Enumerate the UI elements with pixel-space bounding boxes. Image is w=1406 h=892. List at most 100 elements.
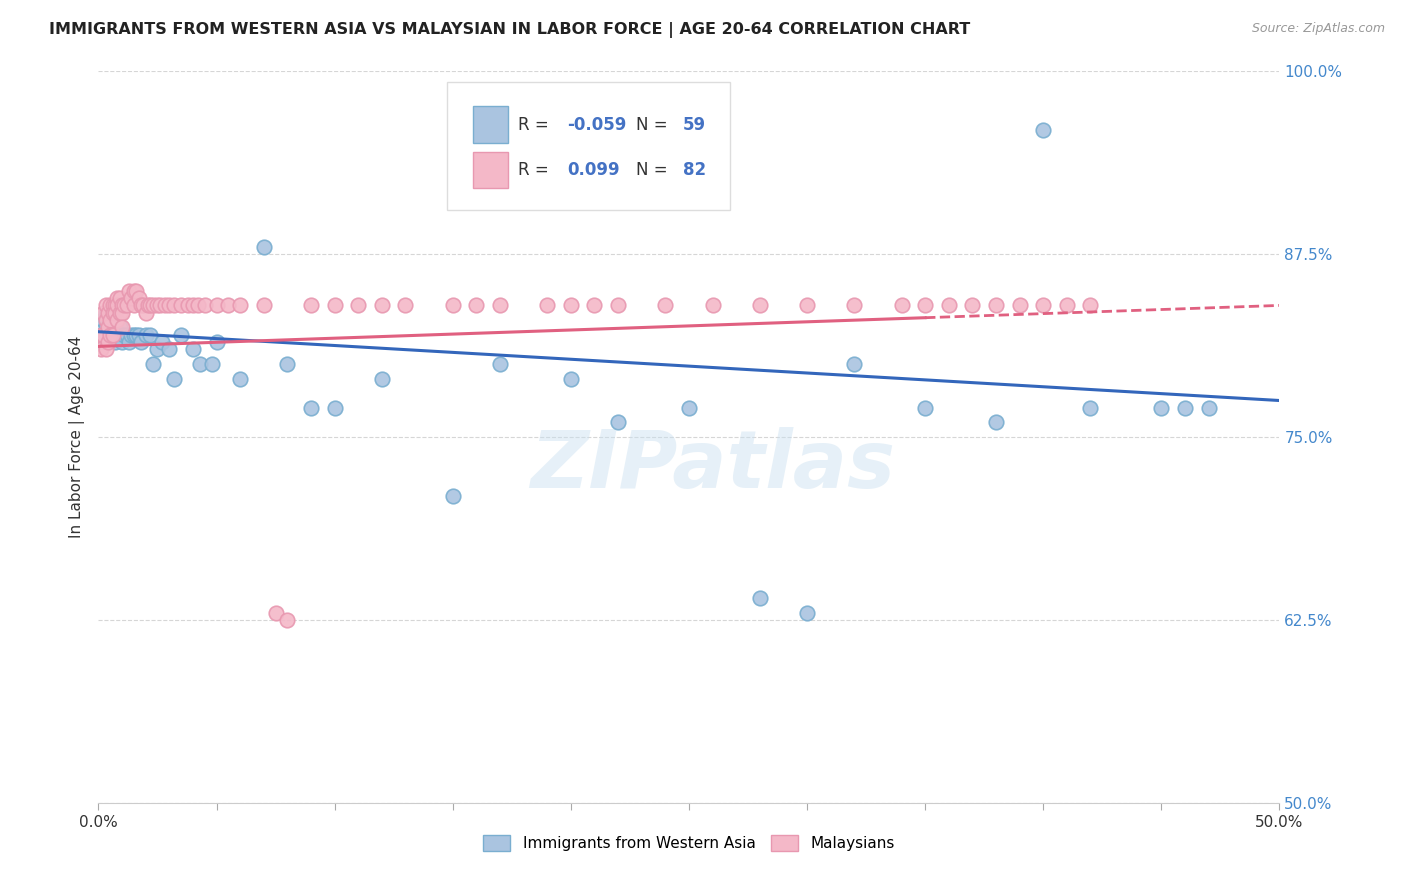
Point <box>97 334 120 349</box>
Point <box>118 284 141 298</box>
Point <box>188 357 211 371</box>
Point <box>323 401 346 415</box>
Point <box>97 306 120 320</box>
Point <box>157 343 180 357</box>
Point <box>98 320 121 334</box>
Point <box>217 298 239 312</box>
Point <box>97 320 120 334</box>
Point <box>94 320 117 334</box>
Point <box>253 298 276 312</box>
Point <box>181 343 204 357</box>
Point <box>654 298 676 312</box>
Point <box>118 334 141 349</box>
Point <box>101 327 124 342</box>
Text: IMMIGRANTS FROM WESTERN ASIA VS MALAYSIAN IN LABOR FORCE | AGE 20-64 CORRELATION: IMMIGRANTS FROM WESTERN ASIA VS MALAYSIA… <box>49 22 970 38</box>
Point <box>607 298 630 312</box>
Point <box>122 284 145 298</box>
Point <box>128 327 150 342</box>
Point <box>1080 298 1102 312</box>
Point <box>1198 401 1220 415</box>
Point <box>111 306 134 320</box>
Point <box>90 327 112 342</box>
Point <box>264 606 287 620</box>
Point <box>97 313 120 327</box>
Point <box>560 298 582 312</box>
Point <box>112 327 135 342</box>
Point <box>299 298 322 312</box>
Text: R =: R = <box>517 116 554 134</box>
Text: 82: 82 <box>683 161 706 179</box>
Text: N =: N = <box>636 116 672 134</box>
Point <box>181 298 204 312</box>
Text: 59: 59 <box>683 116 706 134</box>
Point <box>678 401 700 415</box>
Point <box>142 357 165 371</box>
Point <box>890 298 912 312</box>
Text: Source: ZipAtlas.com: Source: ZipAtlas.com <box>1251 22 1385 36</box>
Point <box>194 298 217 312</box>
Point <box>101 306 124 320</box>
Point <box>135 306 157 320</box>
Point <box>150 334 173 349</box>
Point <box>142 298 165 312</box>
Point <box>170 298 193 312</box>
Point <box>105 291 128 305</box>
Text: -0.059: -0.059 <box>567 116 627 134</box>
Point <box>748 591 770 605</box>
Point <box>394 298 416 312</box>
Point <box>98 327 121 342</box>
Point <box>104 306 127 320</box>
Point <box>111 327 134 342</box>
Point <box>98 327 121 342</box>
Point <box>1174 401 1197 415</box>
FancyBboxPatch shape <box>447 82 730 211</box>
Point <box>323 298 346 312</box>
Point <box>105 313 128 327</box>
Point <box>1056 298 1078 312</box>
Point <box>132 298 155 312</box>
Point <box>115 327 138 342</box>
Point <box>91 313 114 327</box>
Point <box>914 401 936 415</box>
Point <box>844 298 866 312</box>
Point <box>489 298 512 312</box>
Point <box>91 306 114 320</box>
Point <box>91 334 114 349</box>
Point <box>1032 123 1054 137</box>
Point <box>115 298 138 312</box>
Text: N =: N = <box>636 161 672 179</box>
Point <box>157 298 180 312</box>
Point <box>276 613 298 627</box>
Point <box>139 327 162 342</box>
Point <box>135 327 157 342</box>
Point <box>607 416 630 430</box>
Point <box>112 298 135 312</box>
Point <box>125 327 148 342</box>
Point <box>187 298 209 312</box>
Point <box>98 313 121 327</box>
Point <box>844 357 866 371</box>
Point <box>111 320 134 334</box>
Point <box>108 291 131 305</box>
Point <box>90 343 112 357</box>
Point <box>105 327 128 342</box>
Text: R =: R = <box>517 161 560 179</box>
Point <box>121 291 143 305</box>
Point <box>122 298 145 312</box>
Point <box>1080 401 1102 415</box>
Point <box>108 320 131 334</box>
Point <box>122 327 145 342</box>
Point <box>111 334 134 349</box>
Point <box>796 606 818 620</box>
Point <box>101 327 124 342</box>
Text: 0.099: 0.099 <box>567 161 620 179</box>
Point <box>139 298 162 312</box>
Point <box>108 306 131 320</box>
Point <box>583 298 606 312</box>
Text: ZIPatlas: ZIPatlas <box>530 427 896 506</box>
Point <box>101 298 124 312</box>
Point <box>163 371 186 385</box>
Point <box>121 327 143 342</box>
Point <box>94 298 117 312</box>
Point <box>441 489 464 503</box>
